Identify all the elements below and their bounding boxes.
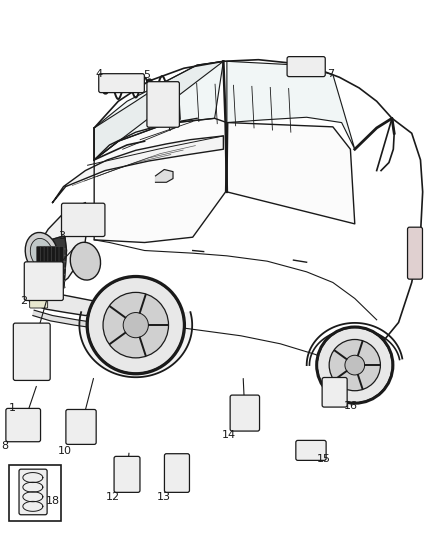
- FancyBboxPatch shape: [30, 298, 48, 308]
- Text: 7: 7: [328, 69, 335, 78]
- FancyBboxPatch shape: [13, 323, 50, 381]
- Polygon shape: [94, 61, 223, 160]
- FancyBboxPatch shape: [99, 74, 145, 93]
- Circle shape: [88, 277, 184, 373]
- FancyBboxPatch shape: [48, 246, 53, 285]
- Text: 10: 10: [58, 447, 72, 456]
- FancyBboxPatch shape: [296, 440, 326, 461]
- Polygon shape: [94, 61, 223, 160]
- Circle shape: [123, 312, 148, 338]
- Polygon shape: [94, 118, 227, 243]
- FancyBboxPatch shape: [52, 246, 56, 285]
- Text: 5: 5: [144, 70, 151, 79]
- FancyBboxPatch shape: [147, 82, 180, 127]
- Polygon shape: [33, 310, 94, 328]
- Circle shape: [103, 293, 169, 358]
- Ellipse shape: [25, 232, 58, 274]
- FancyBboxPatch shape: [19, 469, 47, 515]
- FancyBboxPatch shape: [164, 454, 190, 492]
- FancyBboxPatch shape: [6, 408, 41, 442]
- Text: 2: 2: [20, 296, 27, 306]
- Text: 13: 13: [157, 492, 171, 502]
- FancyBboxPatch shape: [66, 409, 96, 445]
- Text: 18: 18: [46, 496, 60, 506]
- Polygon shape: [28, 203, 88, 290]
- Polygon shape: [27, 289, 105, 316]
- Polygon shape: [79, 312, 192, 377]
- Text: 16: 16: [343, 401, 357, 411]
- FancyBboxPatch shape: [40, 246, 45, 285]
- FancyBboxPatch shape: [37, 246, 41, 285]
- Polygon shape: [227, 61, 355, 149]
- Text: 1: 1: [9, 403, 16, 413]
- Text: 15: 15: [317, 455, 331, 464]
- Polygon shape: [227, 123, 355, 224]
- FancyBboxPatch shape: [287, 56, 325, 77]
- Circle shape: [329, 340, 380, 391]
- Polygon shape: [35, 236, 67, 296]
- FancyBboxPatch shape: [114, 456, 140, 492]
- Text: 8: 8: [2, 441, 9, 451]
- Text: 4: 4: [95, 69, 102, 78]
- FancyBboxPatch shape: [322, 377, 347, 407]
- FancyBboxPatch shape: [24, 262, 64, 301]
- Text: 12: 12: [106, 492, 120, 502]
- Polygon shape: [155, 169, 173, 182]
- Ellipse shape: [30, 238, 53, 268]
- Polygon shape: [53, 136, 223, 203]
- FancyBboxPatch shape: [407, 227, 423, 279]
- FancyBboxPatch shape: [44, 246, 49, 285]
- FancyBboxPatch shape: [61, 203, 105, 237]
- Text: 14: 14: [222, 431, 236, 440]
- FancyBboxPatch shape: [55, 246, 60, 285]
- Ellipse shape: [70, 243, 101, 280]
- FancyBboxPatch shape: [59, 246, 64, 285]
- Circle shape: [317, 328, 392, 402]
- Circle shape: [345, 356, 364, 375]
- FancyBboxPatch shape: [230, 395, 260, 431]
- Text: 3: 3: [58, 231, 65, 240]
